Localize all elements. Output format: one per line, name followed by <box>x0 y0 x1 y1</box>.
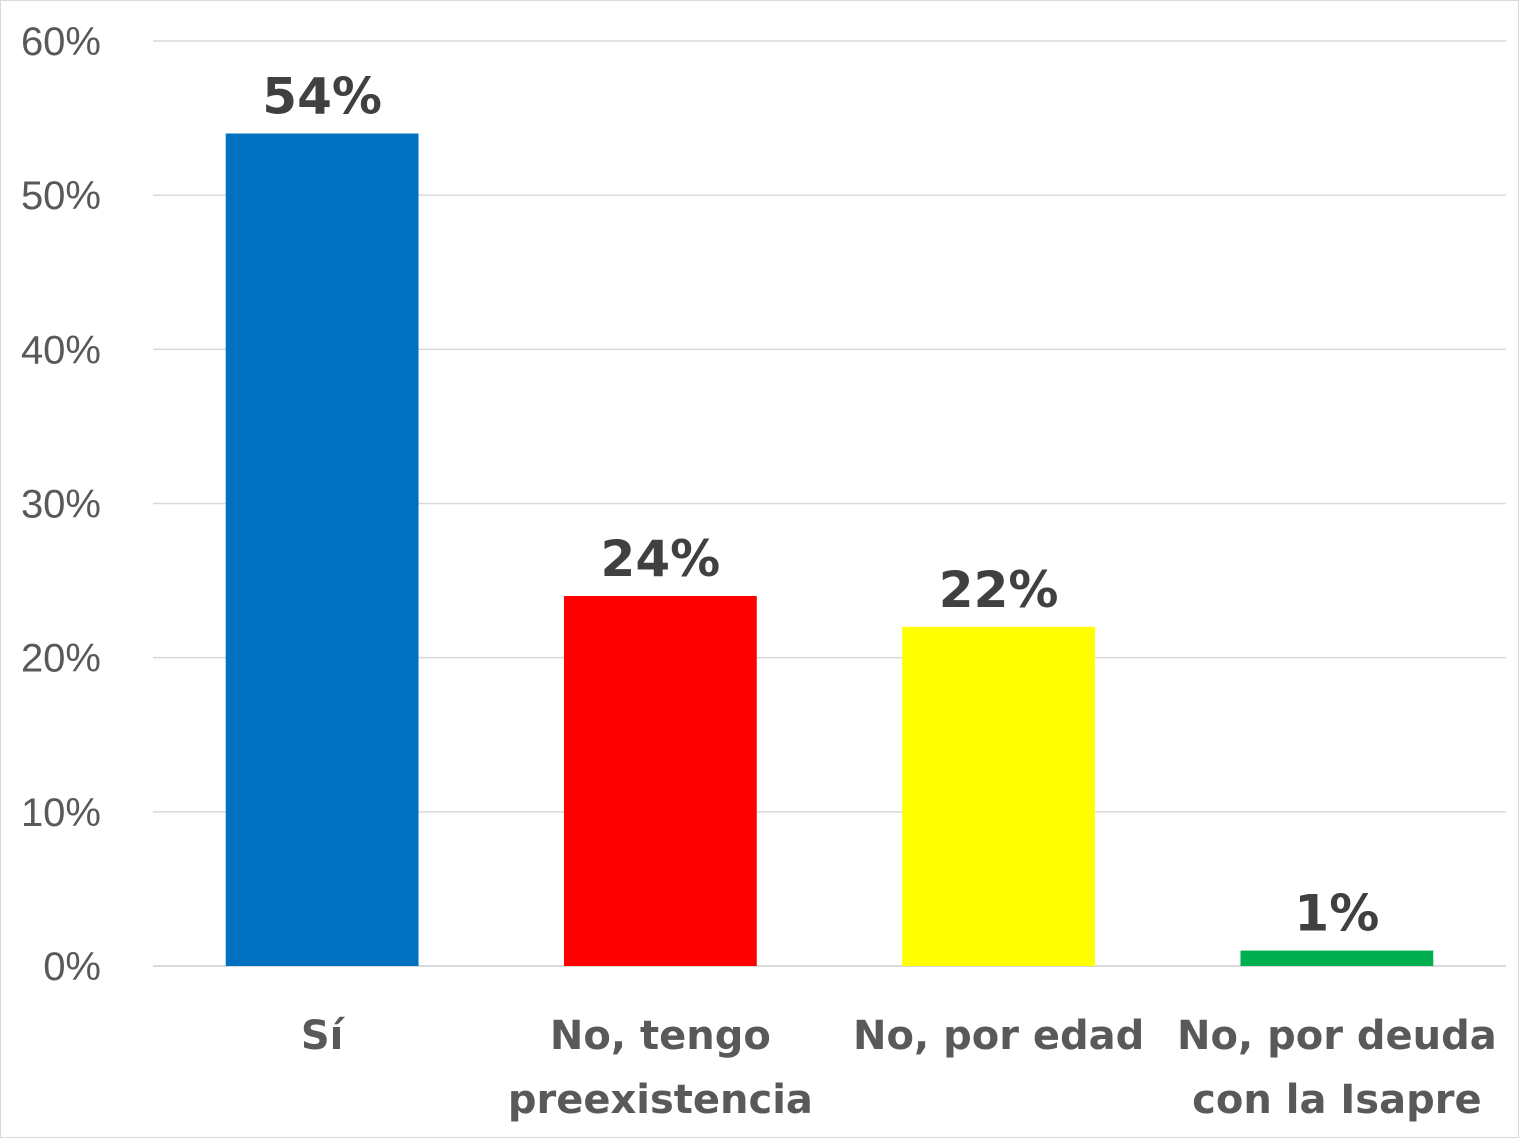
y-tick-label: 40% <box>21 328 101 372</box>
data-labels: 54% 24% 22% 1% <box>262 68 1379 943</box>
x-tick-label-line: No, tengo <box>550 1013 771 1059</box>
data-label: 54% <box>262 68 382 126</box>
x-tick-label: Sí <box>301 1013 346 1059</box>
y-tick-label: 50% <box>21 174 101 218</box>
x-tick-label: No, por edad <box>853 1013 1144 1059</box>
x-tick-label-line: No, por deuda <box>1177 1013 1497 1059</box>
data-label: 22% <box>939 561 1059 619</box>
x-tick-label-line: preexistencia <box>508 1077 813 1123</box>
x-tick-label-line: No, por edad <box>853 1013 1144 1059</box>
y-tick-label: 60% <box>21 20 101 64</box>
data-label: 24% <box>601 530 721 588</box>
y-tick-label: 0% <box>43 945 101 989</box>
y-axis-ticks: 0% 10% 20% 30% 40% 50% 60% <box>21 20 101 989</box>
bar <box>563 596 757 966</box>
y-tick-label: 10% <box>21 791 101 835</box>
x-tick-label-line: con la Isapre <box>1192 1077 1481 1123</box>
x-tick-label: No, tengo preexistencia <box>508 1013 813 1123</box>
bar <box>902 626 1096 966</box>
x-tick-label-line: Sí <box>301 1013 346 1059</box>
y-tick-label: 30% <box>21 483 101 527</box>
bars <box>225 133 1434 966</box>
data-label: 1% <box>1294 885 1379 943</box>
x-axis-ticks: Sí No, tengo preexistencia No, por edad No, … <box>301 1013 1497 1123</box>
bar <box>225 133 419 966</box>
x-tick-label: No, por deuda con la Isapre <box>1177 1013 1497 1123</box>
y-tick-label: 20% <box>21 637 101 681</box>
bar <box>1240 950 1434 966</box>
